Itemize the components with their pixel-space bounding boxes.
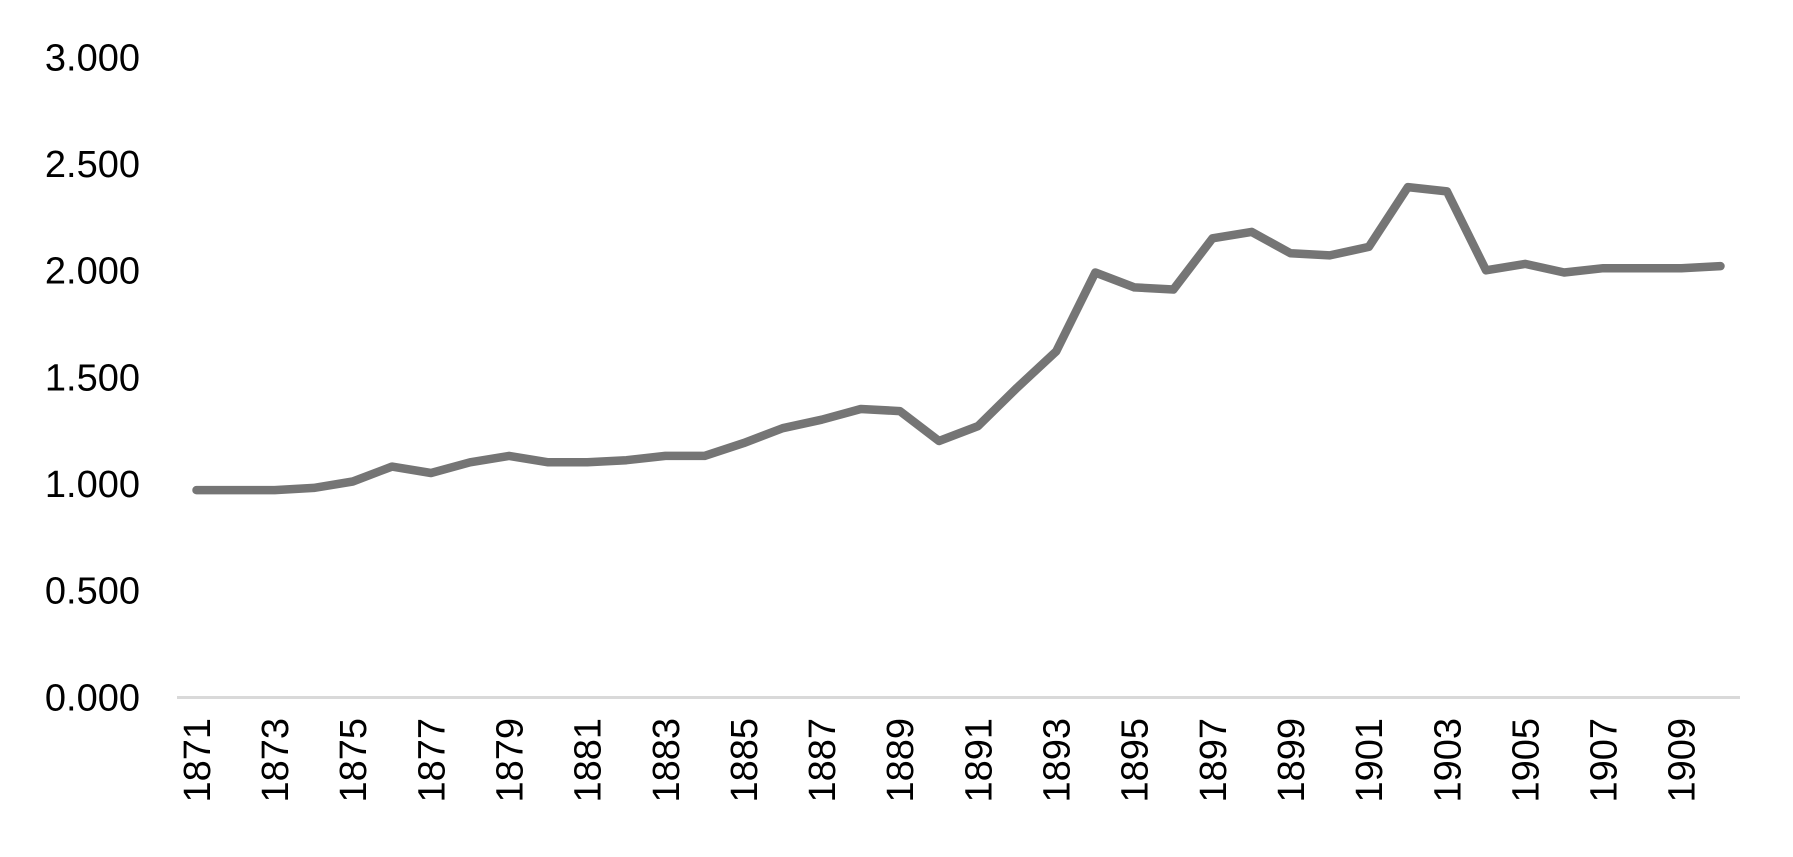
x-axis-tick-label: 1887 [802,718,844,803]
x-axis-tick-label: 1879 [489,718,531,803]
x-axis-tick-label: 1891 [958,718,1000,803]
y-axis-tick-label: 2.500 [45,144,140,186]
x-axis-tick-label: 1903 [1427,718,1469,803]
x-axis-tick-label: 1905 [1505,718,1547,803]
y-axis-tick-label: 3.000 [45,37,140,79]
x-axis-tick-label: 1883 [646,718,688,803]
data-series-line [192,182,1725,495]
y-axis-tick-label: 2.000 [45,251,140,293]
y-axis-tick-label: 0.500 [45,571,140,613]
x-axis-tick-label: 1875 [333,718,375,803]
x-axis-tick-label: 1873 [255,718,297,803]
x-axis-tick-label: 1881 [568,718,610,803]
y-axis-tick-label: 1.500 [45,357,140,399]
x-axis-tick-labels: 1871 1873 1875 1877 1879 1881 1883 1885 1887 1889… [177,718,1704,803]
x-axis-tick-label: 1899 [1271,718,1313,803]
x-axis-tick-label: 1895 [1115,718,1157,803]
y-axis-tick-labels: 0.000 0.500 1.000 1.500 2.000 2.500 3.000 [45,37,140,719]
x-axis-tick-label: 1871 [177,718,219,803]
x-axis-tick-label: 1885 [724,718,766,803]
x-axis-tick-label: 1909 [1662,718,1704,803]
x-axis-tick-label: 1893 [1036,718,1078,803]
x-axis-tick-label: 1901 [1349,718,1391,803]
y-axis-tick-label: 1.000 [45,464,140,506]
x-axis-tick-label: 1877 [411,718,453,803]
x-axis-tick-label: 1897 [1193,718,1235,803]
x-axis-tick-label: 1889 [880,718,922,803]
x-axis-tick-label: 1907 [1584,718,1626,803]
y-axis-tick-label: 0.000 [45,677,140,719]
